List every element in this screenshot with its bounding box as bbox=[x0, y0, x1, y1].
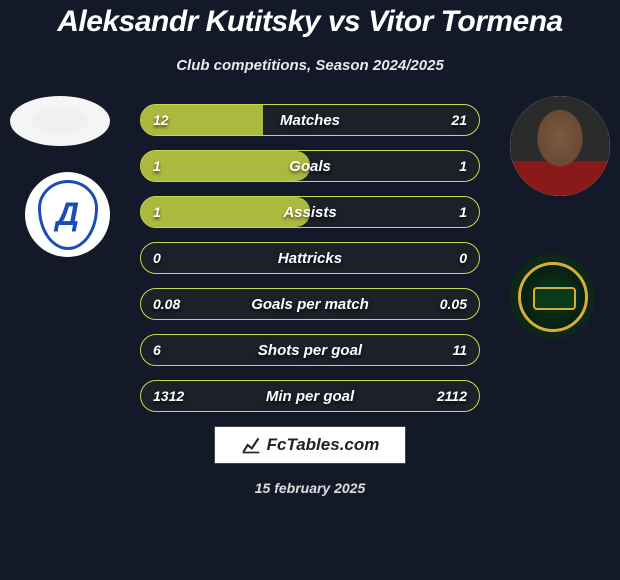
footer: FcTables.com 15 february 2025 bbox=[0, 426, 620, 496]
stat-row: 0Hattricks0 bbox=[140, 242, 480, 274]
krasnodar-crest-icon bbox=[518, 262, 588, 332]
stat-row: 1312Min per goal2112 bbox=[140, 380, 480, 412]
player-left-name: Aleksandr Kutitsky bbox=[57, 5, 320, 38]
stats-list: 12Matches211Goals11Assists10Hattricks00.… bbox=[140, 104, 480, 412]
stat-label: Goals bbox=[141, 158, 479, 175]
stat-label: Hattricks bbox=[141, 250, 479, 267]
stat-right-value: 11 bbox=[452, 342, 467, 358]
branding-text: FcTables.com bbox=[267, 435, 380, 455]
stat-right-value: 1 bbox=[459, 158, 467, 174]
footer-date: 15 february 2025 bbox=[0, 480, 620, 496]
club-badge-left[interactable] bbox=[25, 172, 110, 257]
player-photo-icon bbox=[510, 96, 610, 196]
stat-label: Goals per match bbox=[141, 296, 479, 313]
chart-icon bbox=[241, 435, 261, 455]
stat-row: 0.08Goals per match0.05 bbox=[140, 288, 480, 320]
stat-row: 12Matches21 bbox=[140, 104, 480, 136]
stat-right-value: 1 bbox=[459, 204, 467, 220]
stat-label: Min per goal bbox=[141, 388, 479, 405]
vs-text: vs bbox=[328, 5, 360, 38]
stat-row: 1Assists1 bbox=[140, 196, 480, 228]
stat-label: Matches bbox=[141, 112, 479, 129]
stat-row: 1Goals1 bbox=[140, 150, 480, 182]
avatar-left-player[interactable] bbox=[10, 96, 110, 146]
player-right-name: Vitor Tormena bbox=[368, 5, 563, 38]
dinamo-crest-icon bbox=[38, 180, 98, 250]
person-placeholder-icon bbox=[30, 101, 90, 141]
club-badge-right[interactable] bbox=[510, 254, 595, 339]
stat-right-value: 0.05 bbox=[440, 296, 467, 312]
stat-right-value: 21 bbox=[451, 112, 467, 128]
page-title: Aleksandr Kutitsky vs Vitor Tormena bbox=[0, 5, 620, 39]
stat-label: Assists bbox=[141, 204, 479, 221]
avatar-right-player[interactable] bbox=[510, 96, 610, 196]
comparison-panel: 12Matches211Goals11Assists10Hattricks00.… bbox=[0, 104, 620, 412]
header: Aleksandr Kutitsky vs Vitor Tormena Club… bbox=[0, 0, 620, 74]
stat-row: 6Shots per goal11 bbox=[140, 334, 480, 366]
stat-right-value: 0 bbox=[459, 250, 467, 266]
subtitle: Club competitions, Season 2024/2025 bbox=[0, 57, 620, 74]
stat-right-value: 2112 bbox=[437, 388, 467, 404]
branding-badge[interactable]: FcTables.com bbox=[214, 426, 407, 464]
stat-label: Shots per goal bbox=[141, 342, 479, 359]
